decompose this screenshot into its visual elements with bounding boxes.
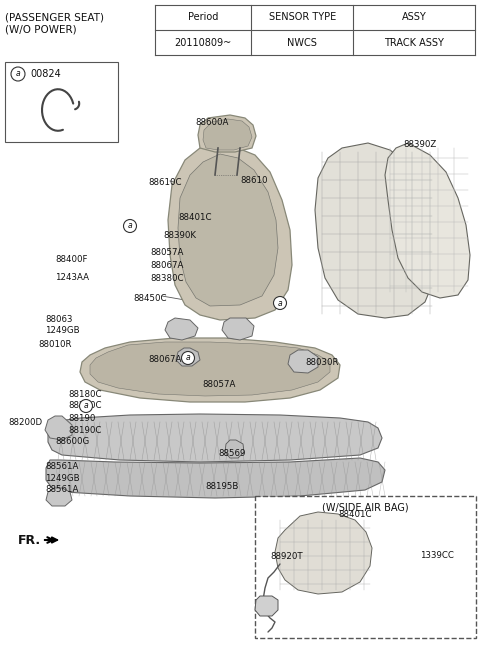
Polygon shape [222,318,254,340]
Text: 88610C: 88610C [148,178,181,187]
Text: 1249GB: 1249GB [45,474,80,483]
Polygon shape [46,458,385,498]
Circle shape [80,399,93,413]
Text: 88195B: 88195B [205,482,239,491]
Text: (W/O POWER): (W/O POWER) [5,24,77,34]
Text: a: a [128,221,132,230]
Bar [255,496,476,638]
Text: 88250C: 88250C [68,401,101,410]
Circle shape [123,219,136,232]
Polygon shape [90,342,330,396]
Text: a: a [278,298,282,307]
Text: 88920T: 88920T [270,552,302,561]
Text: 88600G: 88600G [55,437,89,446]
Text: 88600A: 88600A [195,118,228,127]
Text: FR.: FR. [18,534,41,547]
Polygon shape [46,488,72,506]
Text: 88401C: 88401C [178,213,212,222]
Text: 88400F: 88400F [55,255,87,264]
Polygon shape [176,348,200,366]
Polygon shape [203,119,252,150]
Text: (W/SIDE AIR BAG): (W/SIDE AIR BAG) [322,503,409,513]
Text: SENSOR TYPE: SENSOR TYPE [269,12,336,23]
Text: ASSY: ASSY [402,12,427,23]
Polygon shape [45,416,72,440]
Text: 1243AA: 1243AA [55,273,89,282]
Text: 88030R: 88030R [305,358,338,367]
Text: 88057A: 88057A [150,248,183,257]
Polygon shape [80,338,340,402]
Text: a: a [186,353,190,362]
Text: 20110809~: 20110809~ [174,38,232,47]
Polygon shape [178,154,278,306]
Text: 88010R: 88010R [38,340,72,349]
Circle shape [11,67,25,81]
Text: 88067A: 88067A [148,355,181,364]
Circle shape [274,296,287,309]
Polygon shape [165,318,198,340]
Bar [5,62,118,142]
Text: 88401C: 88401C [338,510,372,519]
Text: 88063: 88063 [45,315,72,324]
Polygon shape [315,143,436,318]
Text: 88380C: 88380C [150,274,183,283]
Text: 88180C: 88180C [68,390,101,399]
Text: 88057A: 88057A [202,380,235,389]
Text: Period: Period [188,12,218,23]
Text: 88390K: 88390K [163,231,196,240]
Text: a: a [84,402,88,410]
Polygon shape [288,350,318,373]
Text: 88190: 88190 [68,414,96,423]
Text: 88610: 88610 [240,176,267,185]
Polygon shape [385,143,470,298]
Text: a: a [16,69,20,78]
Circle shape [181,351,194,364]
Text: (PASSENGER SEAT): (PASSENGER SEAT) [5,12,104,22]
Text: 88569: 88569 [218,449,245,458]
Text: 00824: 00824 [30,69,61,79]
Polygon shape [275,512,372,594]
Text: 88190C: 88190C [68,426,101,435]
Text: 88450C: 88450C [133,294,167,303]
Text: TRACK ASSY: TRACK ASSY [384,38,444,47]
Polygon shape [168,145,292,320]
Text: 88561A: 88561A [45,485,78,494]
Text: NWCS: NWCS [287,38,317,47]
Text: 1339CC: 1339CC [420,551,454,560]
Text: 88390Z: 88390Z [403,140,436,149]
Polygon shape [225,440,244,458]
Text: 88200D: 88200D [8,418,42,427]
Text: 1249GB: 1249GB [45,326,80,335]
Polygon shape [255,596,278,616]
Polygon shape [198,115,256,152]
Polygon shape [48,414,382,462]
Text: 88067A: 88067A [150,261,183,270]
Text: 88561A: 88561A [45,462,78,471]
